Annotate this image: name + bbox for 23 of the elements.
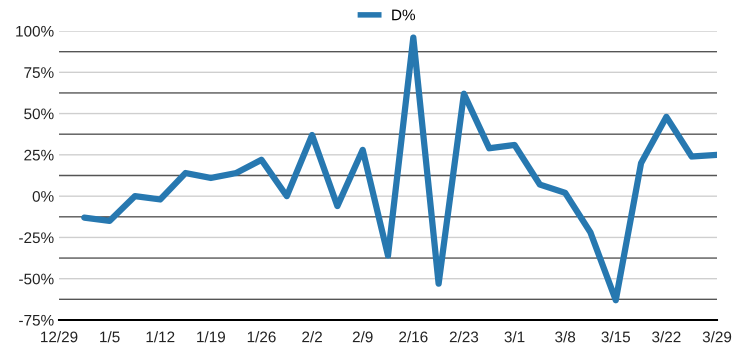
x-tick-label: 1/12 <box>146 331 174 342</box>
x-tick-label: 2/9 <box>352 331 373 342</box>
y-tick-label: 75% <box>24 67 54 78</box>
x-tick-label: 1/5 <box>100 331 120 342</box>
x-tick-label: 3/22 <box>652 331 680 342</box>
y-tick-label: -75% <box>19 314 54 326</box>
y-tick-label: 50% <box>24 108 54 120</box>
x-tick-label: 2/2 <box>302 331 322 342</box>
legend-label: D% <box>392 10 416 20</box>
x-tick-label: 2/23 <box>450 331 478 342</box>
x-tick-label: 2/16 <box>399 331 428 342</box>
x-tick-label: 12/29 <box>41 331 78 342</box>
x-tick-label: 3/1 <box>504 331 524 342</box>
y-tick-label: 0% <box>32 191 54 202</box>
y-tick-label: 25% <box>24 150 54 161</box>
x-tick-label: 1/26 <box>248 331 276 342</box>
y-tick-label: 100% <box>16 26 54 37</box>
x-tick-label: 1/19 <box>197 331 225 342</box>
x-tick-label: 3/8 <box>555 331 576 342</box>
x-tick-label: 3/29 <box>702 331 732 342</box>
y-tick-label: -50% <box>19 274 54 284</box>
y-tick-label: -25% <box>19 232 54 244</box>
x-tick-label: 3/15 <box>601 331 630 342</box>
